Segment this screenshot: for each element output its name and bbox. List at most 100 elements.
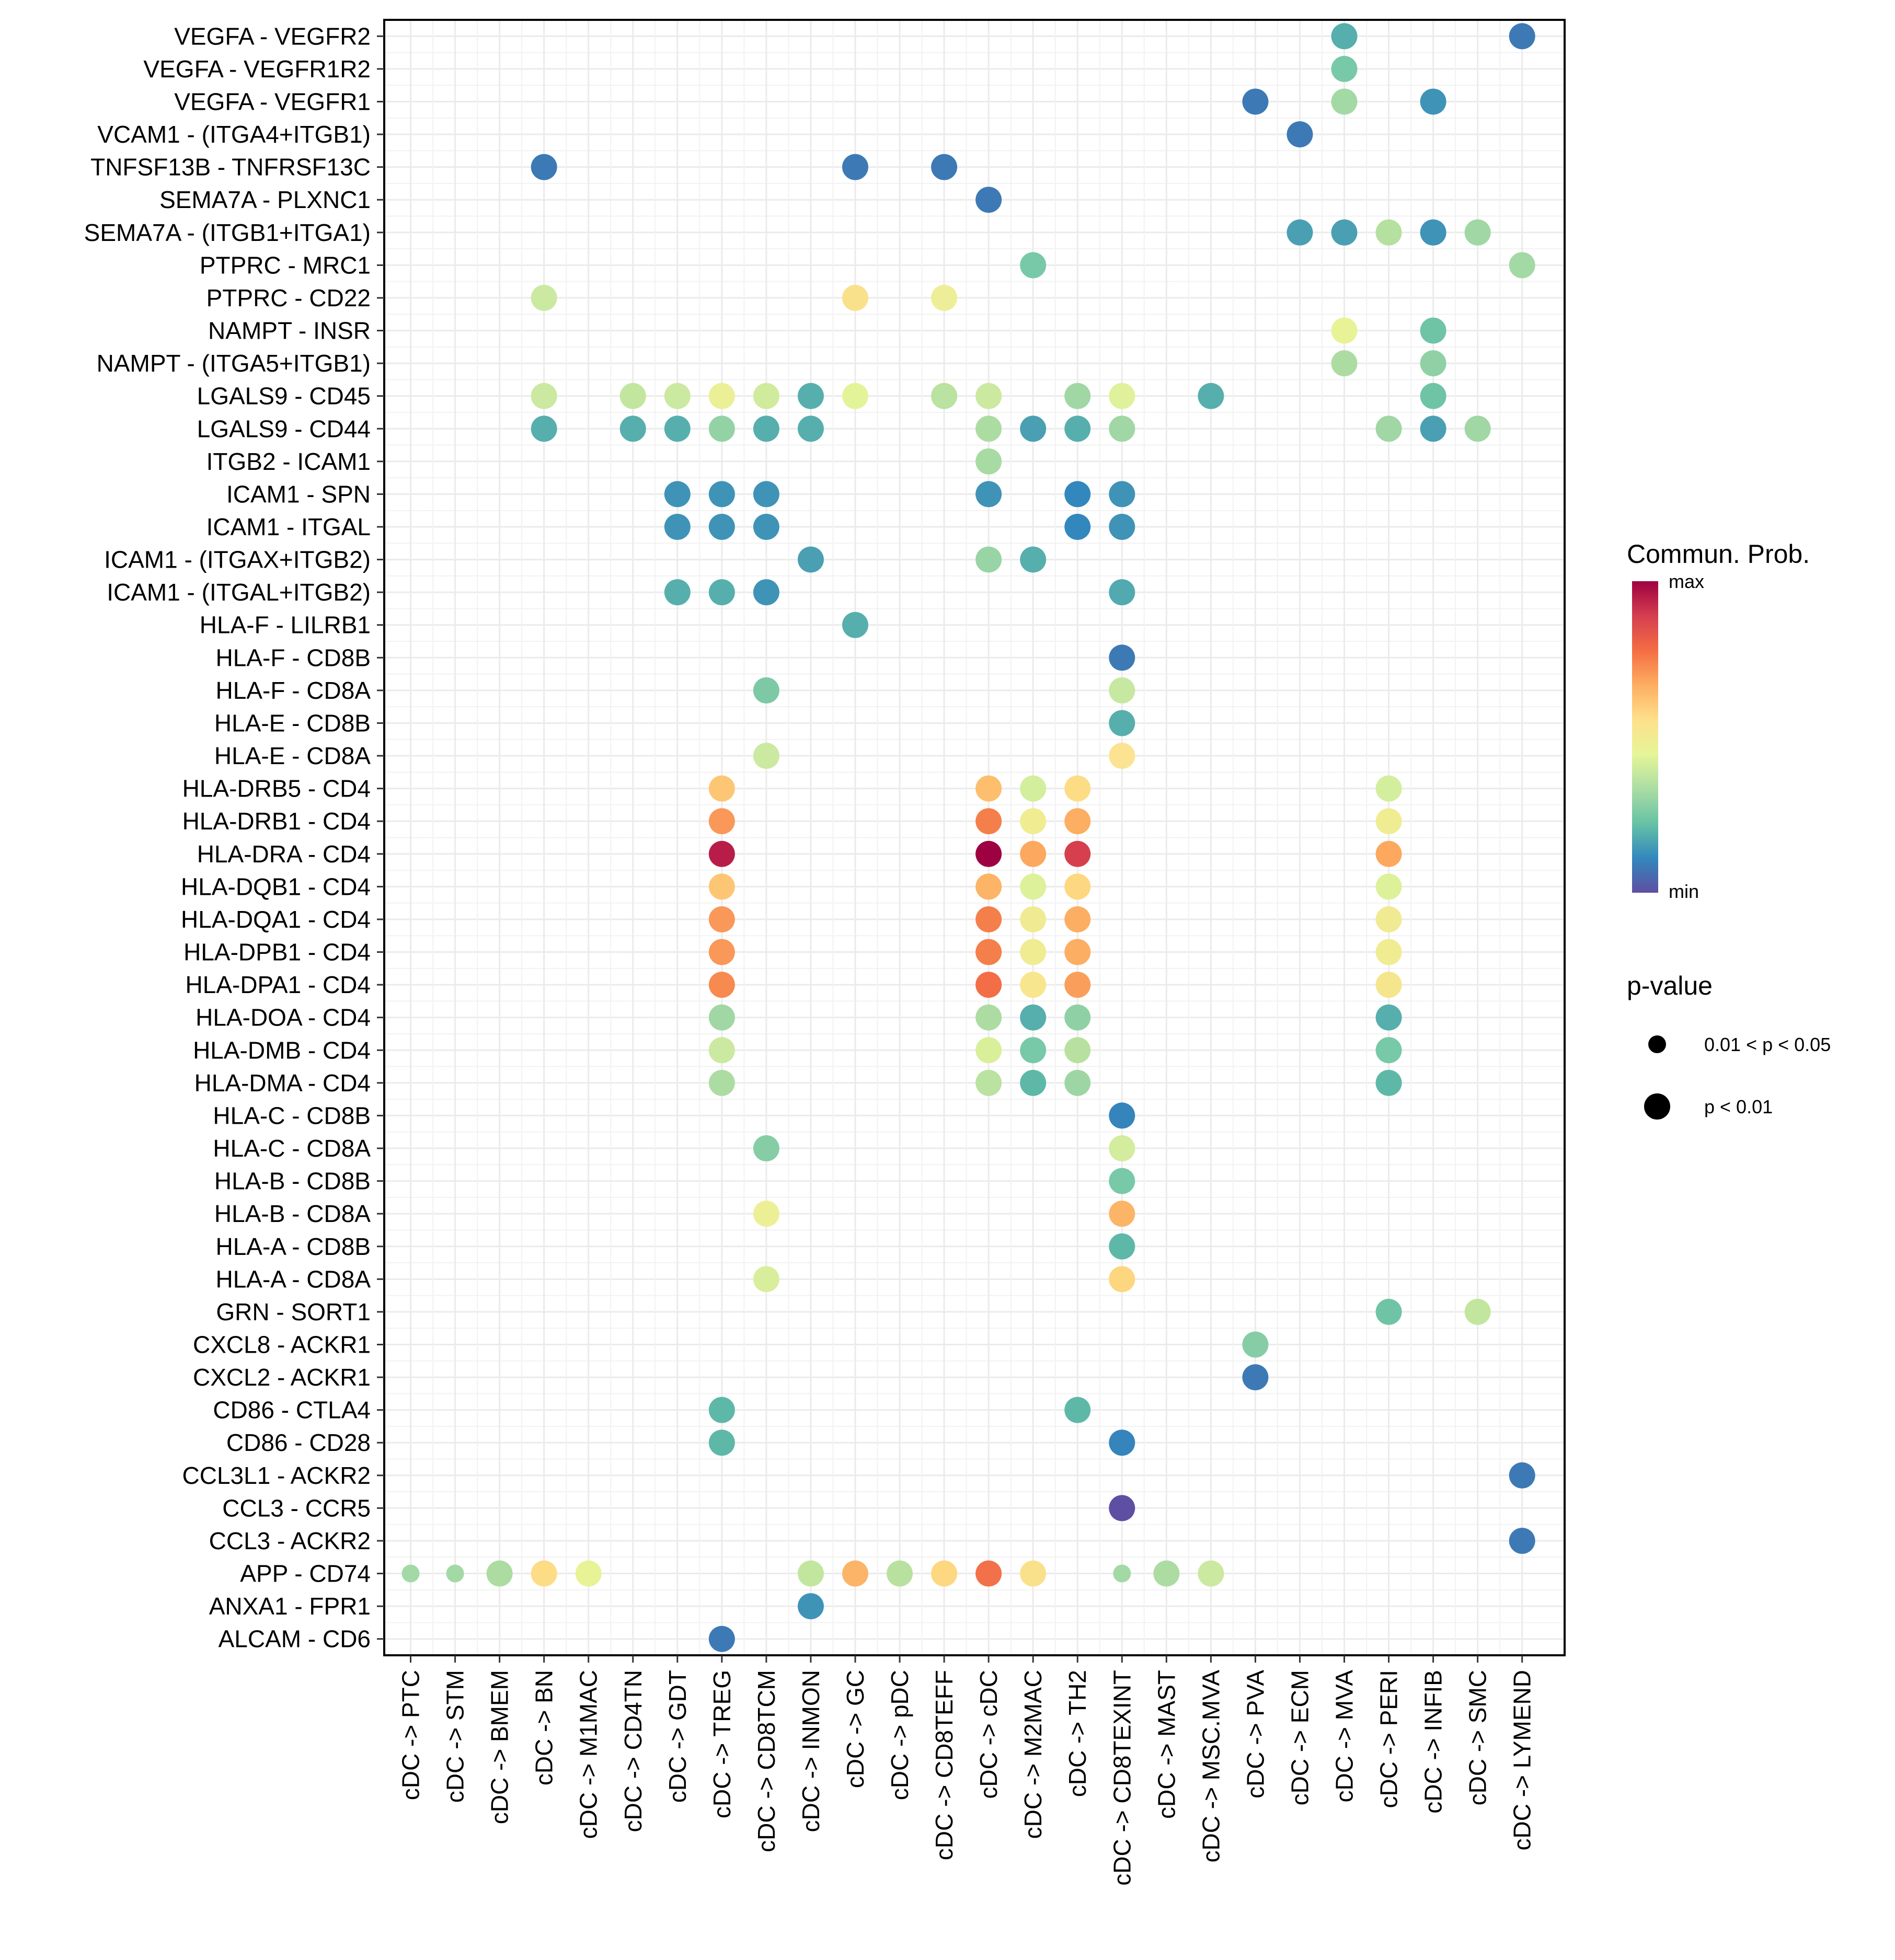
y-tick-label: HLA-DRA - CD4	[197, 840, 371, 868]
dot	[1064, 972, 1091, 998]
plot-panel-border	[383, 19, 1566, 1656]
dot	[1464, 416, 1491, 442]
dot	[1064, 775, 1091, 802]
dot	[401, 1564, 420, 1583]
x-tick-label: cDC -> PVA	[1242, 1670, 1269, 1798]
dot	[664, 383, 691, 409]
dot	[1064, 1037, 1091, 1064]
dot	[975, 1069, 1002, 1096]
y-tick-label: PTPRC - MRC1	[200, 251, 371, 279]
pvalue-legend-large-label: p < 0.01	[1704, 1096, 1773, 1117]
dot	[1287, 219, 1313, 246]
dot	[708, 972, 735, 998]
y-tick-label: CCL3L1 - ACKR2	[182, 1462, 371, 1489]
dot	[975, 775, 1002, 802]
y-tick-label: HLA-C - CD8B	[213, 1102, 371, 1129]
y-tick-label: ANXA1 - FPR1	[209, 1593, 371, 1620]
dot	[708, 906, 735, 932]
y-tick-label: APP - CD74	[240, 1560, 371, 1587]
dot	[753, 481, 779, 508]
y-tick-label: HLA-A - CD8B	[215, 1233, 371, 1260]
dot	[753, 677, 779, 704]
x-tick-label: cDC -> BN	[531, 1670, 558, 1785]
y-tick-label: HLA-DPA1 - CD4	[186, 971, 371, 998]
dot	[975, 906, 1002, 932]
y-tick-label: CXCL2 - ACKR1	[193, 1364, 371, 1391]
dot	[1509, 1462, 1535, 1489]
x-tick-label: cDC -> M1MAC	[575, 1670, 602, 1839]
dot	[1020, 546, 1047, 573]
dot	[708, 840, 735, 867]
y-tick-label: CCL3 - ACKR2	[209, 1527, 371, 1554]
x-tick-label: cDC -> PERI	[1375, 1670, 1403, 1808]
dot	[1420, 88, 1446, 115]
pvalue-legend-large-dot	[1644, 1093, 1670, 1120]
dot	[975, 187, 1002, 213]
dot	[975, 416, 1002, 442]
dot	[1020, 906, 1047, 932]
x-tick-label: cDC -> MSC.MVA	[1197, 1670, 1224, 1863]
x-tick-label: cDC -> BMEM	[486, 1670, 513, 1824]
dot	[664, 579, 691, 606]
dot	[797, 1593, 824, 1620]
color-legend-title: Commun. Prob.	[1627, 539, 1810, 569]
dot	[842, 284, 868, 311]
dot	[1064, 808, 1091, 835]
dot	[1375, 840, 1402, 867]
y-tick-label: PTPRC - CD22	[206, 284, 371, 312]
dot	[797, 546, 824, 573]
dot	[1375, 1037, 1402, 1064]
dot	[975, 481, 1002, 508]
dot	[1375, 219, 1402, 246]
dot	[708, 481, 735, 508]
dot	[797, 1560, 824, 1587]
dot	[531, 284, 557, 311]
y-tick-label: HLA-DPB1 - CD4	[183, 939, 371, 966]
dot	[975, 873, 1002, 900]
y-tick-label: CXCL8 - ACKR1	[193, 1331, 371, 1358]
dot	[975, 1560, 1002, 1587]
dot	[1242, 88, 1269, 115]
dot	[842, 612, 868, 638]
x-tick-label: cDC -> CD8TEXINT	[1108, 1670, 1135, 1886]
dot	[664, 416, 691, 442]
dots-layer	[401, 23, 1535, 1652]
dot	[975, 939, 1002, 965]
dot	[753, 579, 779, 606]
x-axis: cDC -> PTC cDC -> STM cDC -> BMEM cDC -> BN…	[397, 1655, 1536, 1886]
dot	[708, 1625, 735, 1652]
dot	[975, 448, 1002, 475]
dot	[1375, 873, 1402, 900]
dot	[753, 416, 779, 442]
y-tick-label: NAMPT - INSR	[208, 317, 371, 344]
dot	[1509, 1527, 1535, 1554]
dot	[708, 579, 735, 606]
dot	[931, 383, 958, 409]
dot	[975, 972, 1002, 998]
dot	[446, 1564, 464, 1583]
dot	[708, 873, 735, 900]
dot	[708, 383, 735, 409]
dot	[708, 939, 735, 965]
dot	[753, 1201, 779, 1227]
y-tick-label: LGALS9 - CD45	[197, 383, 371, 410]
dot	[575, 1560, 602, 1587]
pvalue-legend-small-label: 0.01 < p < 0.05	[1704, 1034, 1831, 1055]
dot	[1420, 416, 1446, 442]
dot	[1113, 1564, 1131, 1583]
y-tick-label: HLA-DRB1 - CD4	[182, 808, 371, 835]
y-tick-label: CCL3 - CCR5	[222, 1494, 371, 1521]
dot	[1375, 808, 1402, 835]
y-tick-label: HLA-E - CD8B	[214, 709, 371, 736]
y-tick-label: ICAM1 - ITGAL	[206, 513, 371, 540]
dot	[1020, 775, 1047, 802]
y-tick-label: HLA-A - CD8A	[215, 1265, 371, 1293]
dot	[975, 546, 1002, 573]
dot	[1420, 350, 1446, 377]
dot	[1331, 219, 1358, 246]
y-tick-label: ICAM1 - (ITGAL+ITGB2)	[107, 579, 371, 606]
x-tick-label: cDC -> STM	[442, 1670, 469, 1803]
dot	[1109, 383, 1135, 409]
colorbar-min-label: min	[1669, 881, 1699, 902]
dot	[1109, 1495, 1135, 1521]
